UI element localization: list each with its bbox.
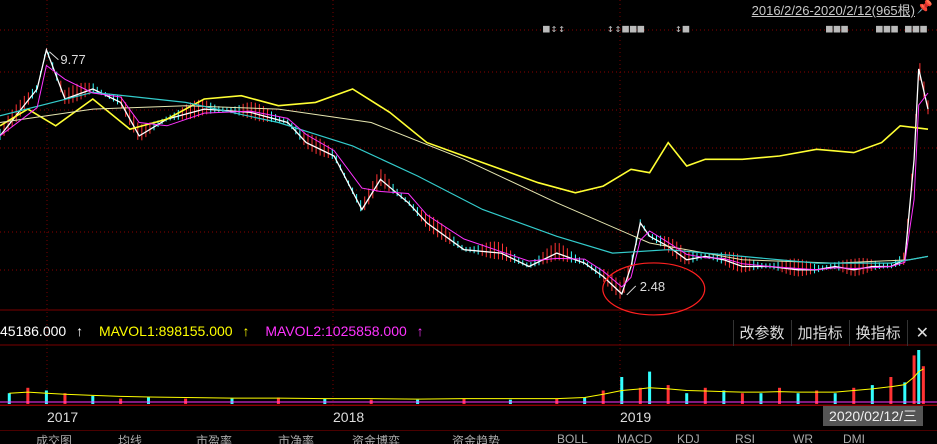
- volume-bar-33: [889, 377, 893, 404]
- volume-bar-0: [7, 393, 11, 404]
- series-line-3: [0, 91, 929, 264]
- indicator-tab-0[interactable]: 成交图: [36, 434, 73, 444]
- volume-bar-16: [583, 397, 587, 404]
- volume-bar-25: [740, 393, 744, 404]
- close-icon[interactable]: ✕: [906, 320, 937, 346]
- volume-bar-8: [230, 398, 234, 404]
- volume-bar-9: [276, 397, 280, 404]
- indicator-tab-2[interactable]: 市盈率: [196, 434, 233, 444]
- volume-bar-31: [852, 387, 856, 404]
- toolbar-glyphs-4[interactable]: ■■■: [826, 22, 849, 35]
- volume-bar-17: [601, 390, 605, 404]
- indicator-tab-5[interactable]: 资金趋势: [452, 434, 501, 444]
- toolbar-glyphs-5[interactable]: ■■■: [876, 22, 899, 35]
- x-axis: 2017 2018 2019: [0, 405, 937, 428]
- volume-bar-30: [833, 393, 837, 404]
- volume-bar-4: [91, 395, 95, 404]
- volume-bar-15: [555, 398, 559, 404]
- indicator-tab-9[interactable]: RSI: [735, 432, 756, 444]
- indicator-tab-7[interactable]: MACD: [617, 432, 653, 444]
- volume-bar-34: [903, 382, 907, 404]
- x-tick-2017: 2017: [47, 409, 79, 425]
- indicator-tabs: 成交图 均线 市盈率 市净率 资金博弈 资金趋势 BOLL MACD KDJ RSI WR DMI: [0, 430, 937, 444]
- up-arrow-icon: ↑: [242, 323, 250, 339]
- low-marker-arrow: [626, 285, 637, 296]
- mavol1-line: [9, 368, 924, 400]
- volume-bar-23: [703, 387, 707, 404]
- swap-indicator-button[interactable]: 换指标: [848, 320, 907, 346]
- high-marker-label: 9.77: [60, 52, 85, 67]
- volume-bar-28: [796, 393, 800, 404]
- ma-fast-line: [0, 64, 929, 288]
- low-marker-label: 2.48: [640, 279, 665, 294]
- volume-bar-6: [146, 397, 150, 404]
- vol-value: 45186.000 ↑: [0, 323, 84, 339]
- volume-bar-21: [666, 385, 670, 404]
- volume-legend: 45186.000 ↑ MAVOL1:898155.000 ↑ MAVOL2:1…: [0, 323, 436, 343]
- date-range-label[interactable]: 2016/2/26-2020/2/12(965根): [751, 3, 915, 18]
- volume-bar-3: [63, 393, 67, 404]
- series-line-1: [0, 88, 929, 194]
- indicator-tab-10[interactable]: WR: [793, 432, 813, 444]
- toolbar-glyphs-3[interactable]: ↕■: [675, 22, 691, 35]
- indicator-tab-3[interactable]: 市净率: [278, 434, 315, 444]
- volume-bar-1: [26, 387, 30, 404]
- volume-bar-27: [778, 387, 782, 404]
- mavol2-value: MAVOL2:1025858.000 ↑: [265, 323, 424, 339]
- volume-bar-10: [323, 398, 327, 404]
- volume-bar-22: [685, 393, 689, 404]
- up-arrow-icon: ↑: [416, 323, 424, 339]
- up-arrow-icon: ↑: [76, 323, 84, 339]
- series-line-0: [0, 47, 929, 296]
- indicator-tab-11[interactable]: DMI: [843, 432, 865, 444]
- toolbar-glyphs-2[interactable]: ↕↕■■■: [607, 22, 646, 35]
- volume-bar-37: [921, 366, 925, 404]
- indicator-tab-6[interactable]: BOLL: [557, 432, 588, 444]
- volume-bar-19: [638, 387, 642, 404]
- current-date-box: 2020/02/12/三: [823, 406, 923, 426]
- volume-bar-7: [184, 398, 188, 404]
- indicator-tab-4[interactable]: 资金博弈: [352, 434, 401, 444]
- volume-bar-24: [722, 390, 726, 404]
- x-tick-2019: 2019: [620, 409, 652, 425]
- volume-bar-13: [462, 398, 466, 404]
- x-tick-2018: 2018: [333, 409, 365, 425]
- toolbar-glyphs-6[interactable]: ■■■: [905, 22, 928, 35]
- volume-bar-32: [870, 385, 874, 404]
- volume-bar-2: [44, 390, 48, 404]
- volume-bar-36: [917, 350, 921, 404]
- volume-bar-26: [759, 393, 763, 404]
- volume-bar-35: [912, 355, 916, 404]
- indicator-toolbar: 改参数 加指标 换指标 ✕: [732, 320, 937, 346]
- mavol1-value: MAVOL1:898155.000 ↑: [98, 323, 250, 339]
- high-marker-arrow: [49, 51, 59, 61]
- change-params-button[interactable]: 改参数: [732, 320, 791, 346]
- indicator-tab-1[interactable]: 均线: [118, 434, 143, 444]
- low-highlight-circle: [602, 262, 706, 316]
- toolbar-glyphs-1[interactable]: ■↕↕: [543, 22, 566, 35]
- volume-bar-5: [119, 398, 123, 404]
- volume-bar-29: [815, 390, 819, 404]
- indicator-tab-8[interactable]: KDJ: [677, 432, 700, 444]
- add-indicator-button[interactable]: 加指标: [790, 320, 849, 346]
- pin-icon[interactable]: 📌: [916, 0, 933, 14]
